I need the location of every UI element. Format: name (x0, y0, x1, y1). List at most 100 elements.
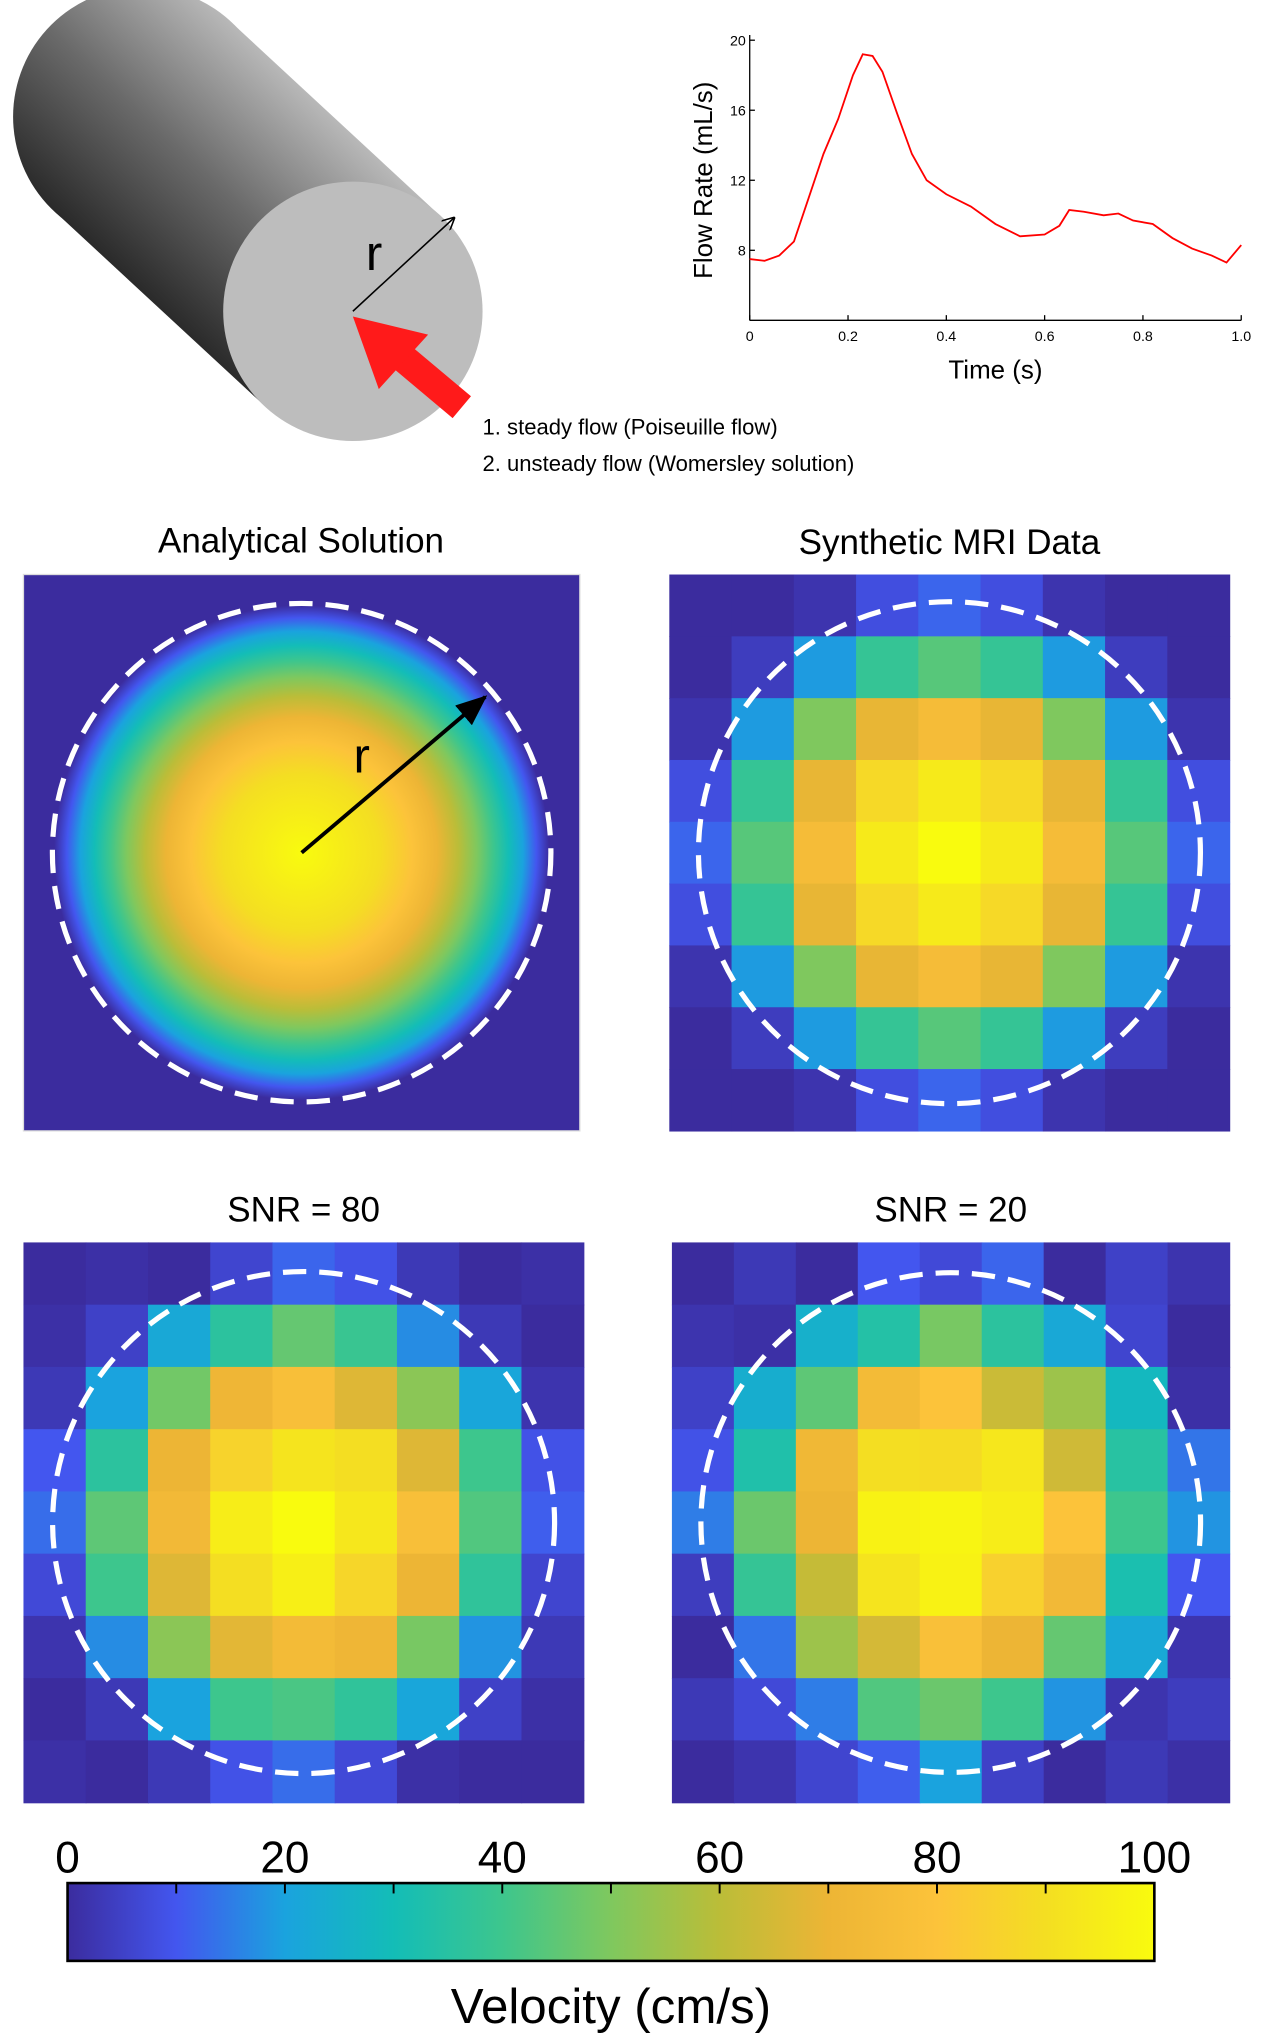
heatmap-cell (669, 698, 733, 761)
heatmap-cell (795, 1304, 859, 1368)
heatmap-cell (1105, 1242, 1169, 1306)
heatmap-cell (334, 1678, 398, 1742)
colorbar-tick-label: 60 (695, 1834, 744, 1883)
heatmap-cell (334, 1553, 398, 1617)
radius-arrow (352, 218, 454, 312)
heatmap-cell (334, 1429, 398, 1493)
heatmap-cell (1105, 1678, 1169, 1742)
y-tick-label: 8 (738, 243, 746, 259)
flow-chart: 8 12 16 20 0 0.2 0.4 0.6 0.8 1.0 Time (s) Flow Rate… (690, 33, 1251, 384)
heatmap-cell (85, 1366, 149, 1430)
heatmap-cell (980, 821, 1044, 885)
heatmap-cell (856, 698, 919, 761)
heatmap-cell (85, 1615, 149, 1679)
heatmap-cell (1167, 1069, 1231, 1132)
x-tick-label: 0.8 (1133, 329, 1153, 345)
heatmap-cell (731, 1007, 795, 1070)
heatmap-cell (1167, 574, 1231, 637)
heatmap-cell (147, 1366, 211, 1430)
colorbar-tick-label: 40 (478, 1834, 527, 1883)
heatmap-cell (669, 945, 733, 1008)
heatmap-cell (334, 1615, 398, 1679)
x-tick-label: 0.6 (1035, 329, 1055, 345)
heatmap-cell (1043, 1678, 1107, 1742)
x-tick-label: 1.0 (1231, 329, 1251, 345)
heatmap-cell (981, 1678, 1045, 1742)
heatmap-cell (857, 1615, 921, 1679)
heatmap-panel: Synthetic MRI Data (669, 523, 1231, 1132)
heatmap-cell (1167, 1740, 1231, 1804)
heatmap-cell (210, 1553, 274, 1617)
heatmap-cell (85, 1740, 149, 1804)
heatmap-cell (1105, 1491, 1169, 1555)
heatmap-cell (272, 1615, 336, 1679)
heatmap-cell (23, 1740, 87, 1804)
flow-arrow-shaft (387, 341, 471, 419)
heatmap-cell (733, 1553, 797, 1617)
heatmap-cell (396, 1615, 460, 1679)
heatmap-cell (981, 1491, 1045, 1555)
heatmap-cell (918, 1007, 982, 1070)
radius-arrow (300, 695, 488, 855)
heatmap-cell (733, 1615, 797, 1679)
note: 1. steady flow (Poiseuille flow) (483, 414, 778, 439)
heatmap-cell (521, 1242, 585, 1306)
heatmap-cell (147, 1429, 211, 1493)
heatmap-cell (459, 1491, 523, 1555)
radius-label: r (366, 226, 382, 281)
x-tick-label: 0.4 (936, 329, 956, 345)
y-tick-label: 20 (730, 33, 746, 49)
heatmap-cell (210, 1429, 274, 1493)
vessel-outline (698, 1270, 1204, 1775)
heatmap-cell (1105, 759, 1168, 823)
heatmap-cell (919, 1615, 983, 1679)
heatmap-cell (1167, 636, 1231, 699)
panel-title: SNR = 80 (227, 1191, 380, 1230)
heatmap-cell (1105, 1429, 1169, 1493)
cylinder: r (13, 0, 483, 441)
heatmap-cell (521, 1678, 585, 1742)
heatmap-cell (396, 1740, 460, 1804)
heatmap-cell (981, 1553, 1045, 1617)
heatmap-cell (793, 821, 857, 885)
heatmap-cell (396, 1678, 460, 1742)
heatmap-cell (1167, 1304, 1231, 1368)
heatmap-cell (980, 945, 1044, 1008)
x-tick-label: 0.2 (838, 329, 858, 345)
heatmap-cell (23, 1366, 87, 1430)
heatmap-cell (1105, 1553, 1169, 1617)
heatmap-cell (1167, 1678, 1231, 1742)
heatmap-cell (396, 1304, 460, 1368)
heatmap-cell (1105, 1740, 1169, 1804)
heatmap-cell (1167, 945, 1231, 1008)
heatmap-cell (1042, 759, 1106, 823)
heatmap-cell (918, 574, 982, 637)
velocity-disk (54, 605, 550, 1101)
heatmap-cell (272, 1304, 336, 1368)
heatmap-cell (731, 1069, 795, 1132)
heatmap-cell (334, 1740, 398, 1804)
heatmap-cell (147, 1740, 211, 1804)
x-tick-label: 0 (746, 329, 754, 345)
radius-label: r (354, 728, 370, 783)
heatmap-cell (396, 1429, 460, 1493)
heatmap-cell (918, 945, 982, 1008)
heatmap-cell (671, 1615, 735, 1679)
plots: 8 12 16 20 0 0.2 0.4 0.6 0.8 1.0 Time (s) Flow Rate… (23, 33, 1251, 2034)
heatmap-cell (23, 1242, 87, 1306)
heatmap-cell (1043, 1366, 1107, 1430)
heatmap-cell (980, 636, 1044, 699)
heatmap-cell (795, 1740, 859, 1804)
heatmap-cell (521, 1740, 585, 1804)
heatmap-cell (857, 1678, 921, 1742)
flow-arrow-head (352, 316, 429, 390)
heatmap-cell (396, 1491, 460, 1555)
colorbar-tick-label: 80 (912, 1834, 961, 1883)
heatmap-cell (210, 1491, 274, 1555)
heatmap-cell (521, 1615, 585, 1679)
panel-title: Analytical Solution (158, 521, 444, 560)
heatmap-cell (1043, 1491, 1107, 1555)
heatmap-cell (272, 1553, 336, 1617)
heatmap-cell (857, 1366, 921, 1430)
